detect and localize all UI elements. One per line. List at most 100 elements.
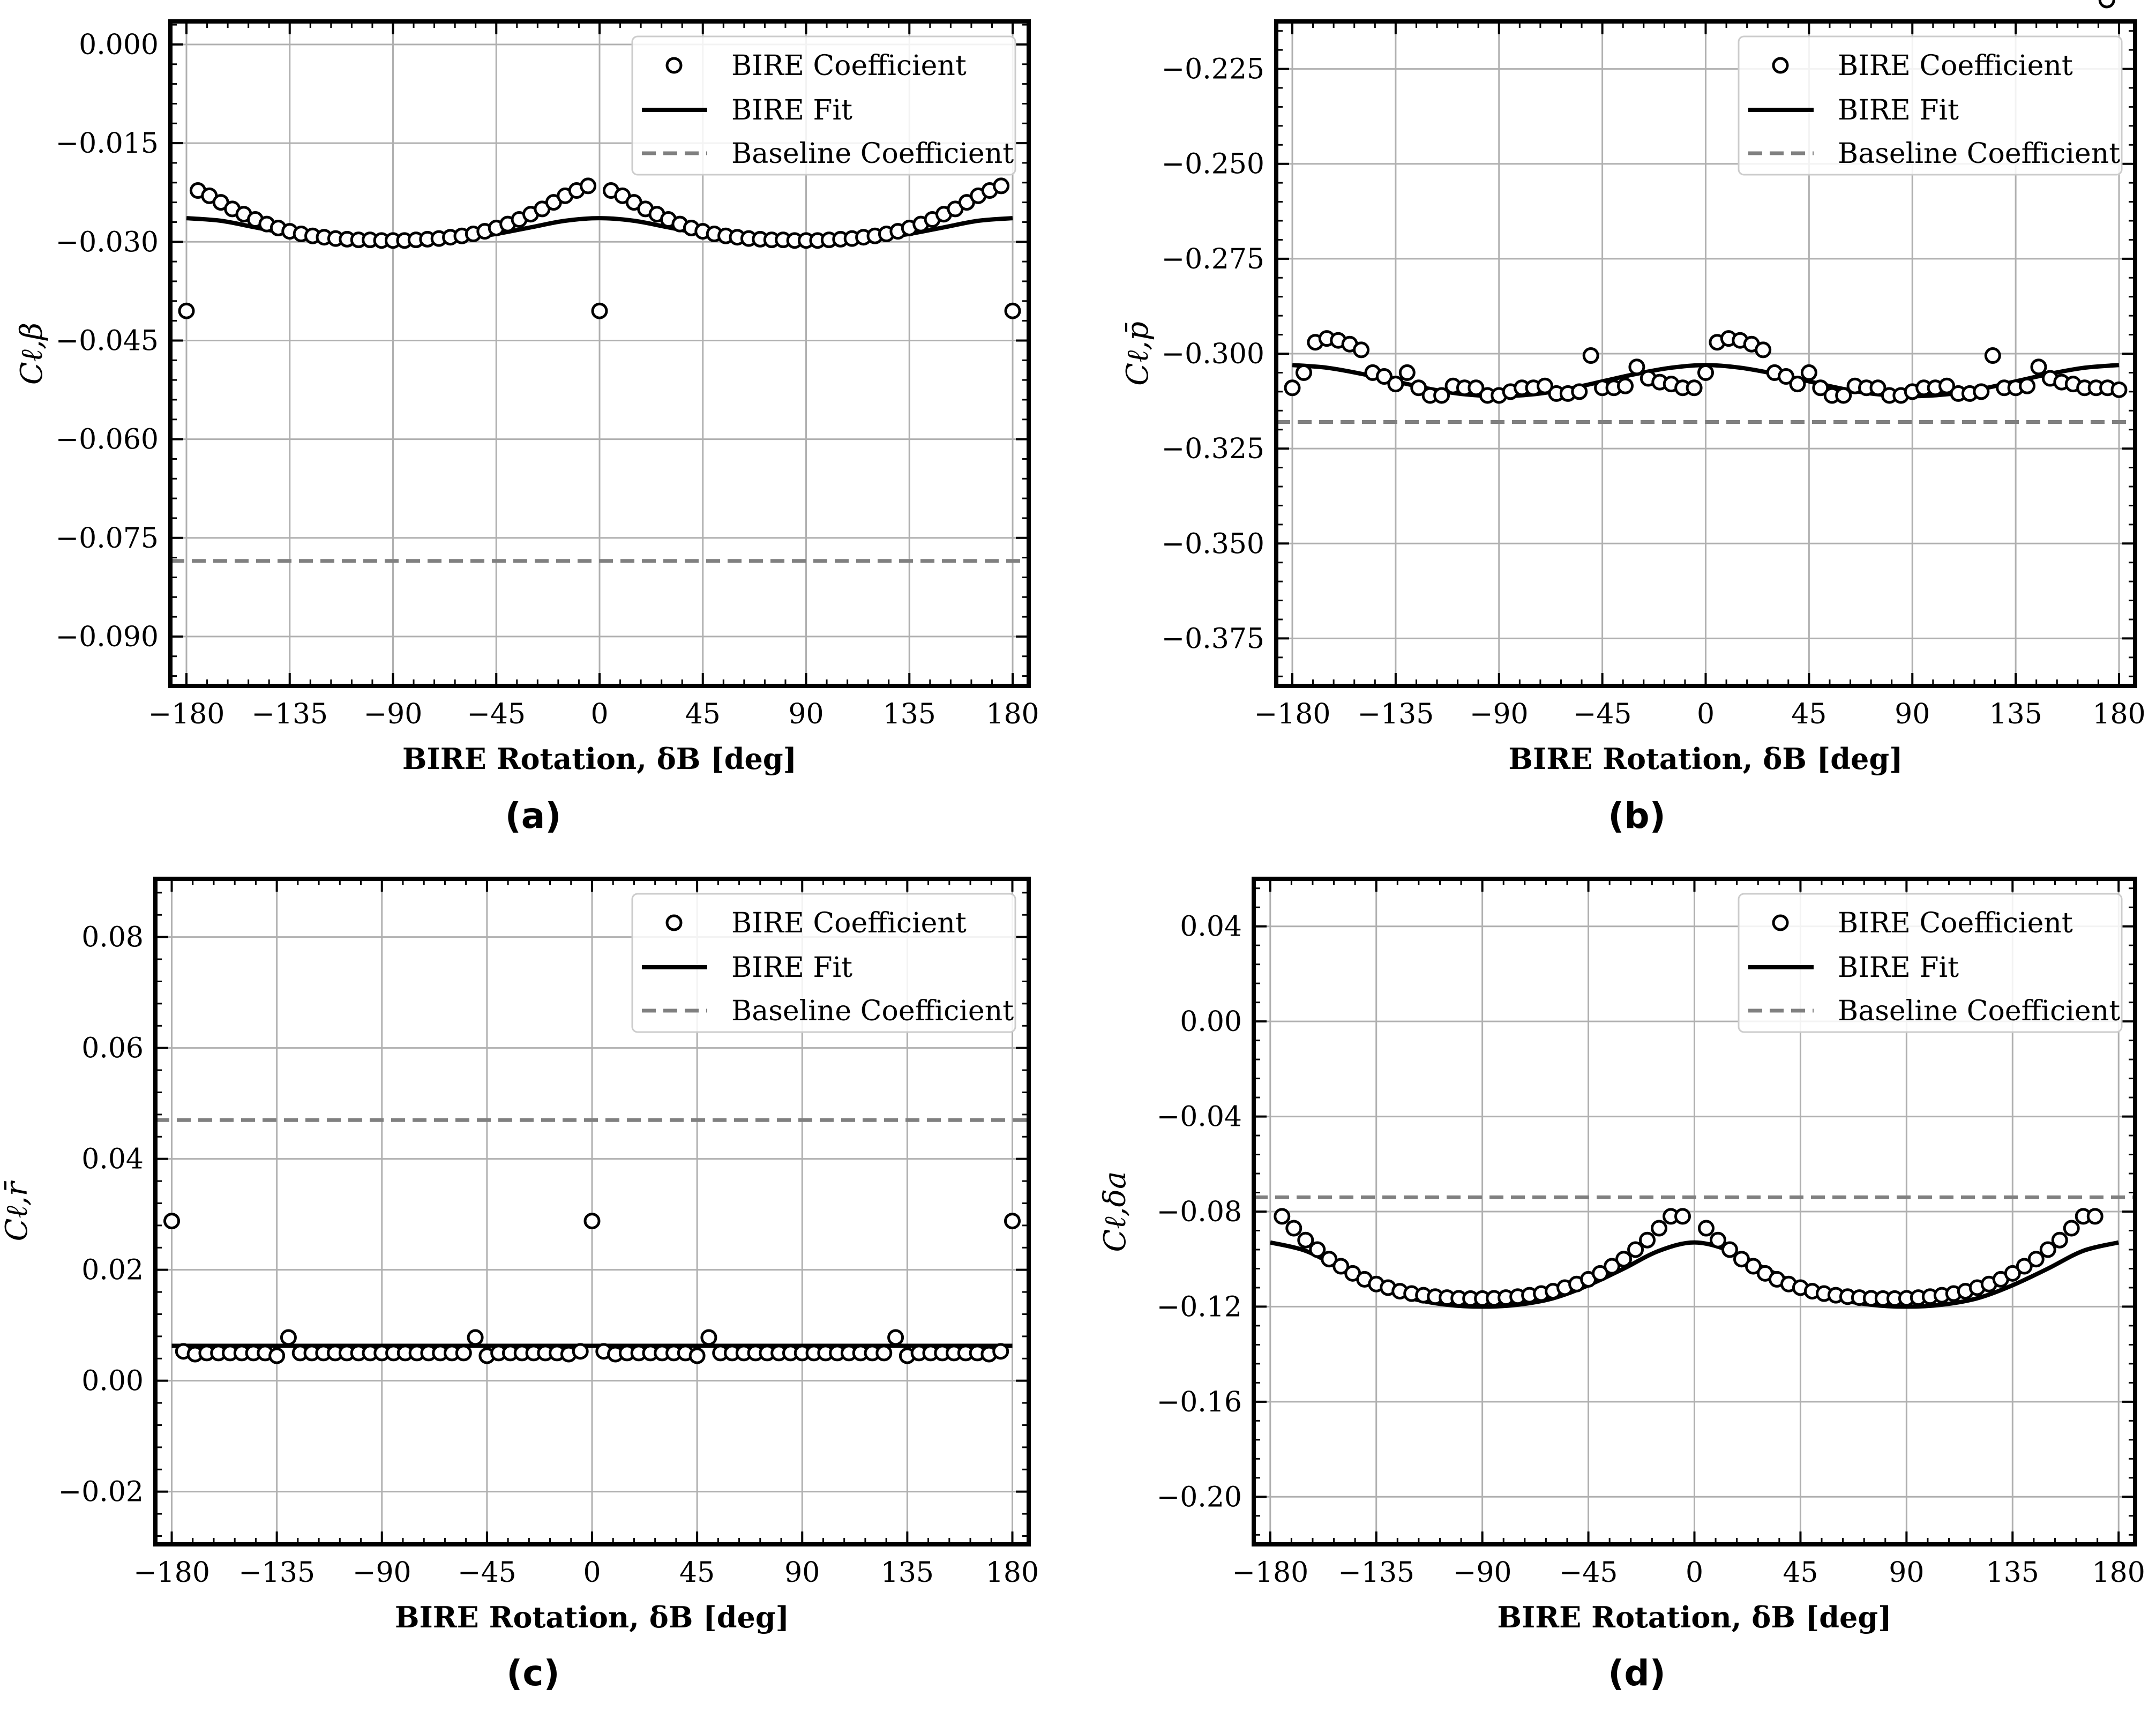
legend: BIRE Coefficient BIRE Fit Baseline Coeffic… xyxy=(1738,893,2123,1033)
data-point xyxy=(1709,1231,1726,1249)
data-point xyxy=(1274,1208,1291,1225)
y-tick-label: −0.16 xyxy=(1157,1386,1242,1418)
legend: BIRE Coefficient BIRE Fit Baseline Coeffic… xyxy=(631,35,1016,176)
x-tick-label: −180 xyxy=(148,698,225,730)
data-point xyxy=(1938,377,1956,394)
data-point xyxy=(2063,1220,2080,1237)
x-tick-label: 0 xyxy=(1697,698,1715,730)
legend-label-baseline: Baseline Coefficient xyxy=(1838,138,2120,170)
y-axis-label: Cℓ,p̄ xyxy=(1120,322,1155,386)
legend-label-coefficient: BIRE Coefficient xyxy=(1838,907,2073,939)
x-tick-label: 135 xyxy=(883,698,936,730)
y-axis-label: Cℓ,r̄ xyxy=(0,1180,34,1241)
data-point xyxy=(2086,1208,2103,1225)
x-tick-label: 135 xyxy=(1986,1557,2039,1589)
x-tick-label: 90 xyxy=(788,698,824,730)
y-tick-label: 0.06 xyxy=(81,1033,144,1065)
legend-marker-coefficient xyxy=(1772,914,1789,931)
data-point xyxy=(1812,379,1829,397)
data-point xyxy=(993,177,1010,195)
x-tick-label: 135 xyxy=(881,1557,934,1589)
panel-label: (b) xyxy=(1608,795,1666,836)
data-point xyxy=(583,1213,601,1230)
x-tick-label: 0 xyxy=(590,698,608,730)
data-point xyxy=(1004,302,1021,319)
x-tick-label: −45 xyxy=(1573,698,1632,730)
legend-label-fit: BIRE Fit xyxy=(731,952,852,984)
x-tick-label: −45 xyxy=(1559,1557,1618,1589)
x-tick-label: −135 xyxy=(1338,1557,1414,1589)
data-point xyxy=(1721,1241,1738,1258)
y-tick-label: −0.090 xyxy=(56,621,159,653)
y-tick-label: 0.00 xyxy=(81,1365,144,1398)
x-tick-label: 180 xyxy=(2092,698,2145,730)
data-point xyxy=(1387,376,1404,393)
data-point xyxy=(580,177,597,195)
data-point xyxy=(1733,1251,1750,1268)
y-tick-label: −0.08 xyxy=(1157,1196,1242,1228)
data-point xyxy=(1295,364,1312,381)
legend-label-fit: BIRE Fit xyxy=(1838,952,1959,984)
chart-panel-1: −180 −135 −90 −45 0 45 90 135 180 0.000 −0.015 −0.0… xyxy=(14,19,1039,836)
y-tick-label: 0.000 xyxy=(79,29,159,61)
data-point xyxy=(1297,1231,1314,1249)
y-tick-label: −0.375 xyxy=(1162,623,1264,655)
x-tick-label: −90 xyxy=(1470,698,1529,730)
plot-frame xyxy=(1274,19,2137,688)
data-point xyxy=(1375,368,1393,385)
legend-label-fit: BIRE Fit xyxy=(1838,94,1959,126)
data-point xyxy=(1592,1265,1609,1282)
x-tick-label: 180 xyxy=(986,1557,1039,1589)
data-point xyxy=(1745,1258,1762,1275)
data-point xyxy=(591,302,608,319)
legend-box xyxy=(631,893,1016,1033)
x-tick-label: 135 xyxy=(1989,698,2042,730)
y-tick-label: 0.04 xyxy=(1180,911,1242,943)
x-tick-label: −135 xyxy=(251,698,328,730)
x-tick-label: 0 xyxy=(583,1557,601,1589)
data-point xyxy=(1410,379,1427,397)
y-tick-label: 0.08 xyxy=(81,922,144,954)
data-point xyxy=(572,1343,589,1360)
y-tick-label: −0.325 xyxy=(1162,433,1264,465)
panel-label: (a) xyxy=(505,795,562,836)
legend-box xyxy=(631,35,1016,176)
y-axis-label: Cℓ,β xyxy=(14,323,49,385)
data-point xyxy=(1628,358,1645,376)
data-point xyxy=(467,1329,484,1346)
y-tick-label: 0.00 xyxy=(1180,1006,1242,1038)
data-point xyxy=(1651,1220,1668,1237)
data-point xyxy=(2039,1241,2056,1258)
data-point xyxy=(178,302,195,319)
data-point xyxy=(1332,1258,1350,1275)
y-tick-label: −0.045 xyxy=(56,325,159,357)
chart-panel-4: −180 −135 −90 −45 0 45 90 135 180 0.04 0.00 −0.04 −0… xyxy=(1098,0,2145,1694)
data-point xyxy=(1789,376,1806,393)
legend-box xyxy=(1738,35,2123,176)
data-point xyxy=(700,1329,717,1346)
x-tick-label: 0 xyxy=(1686,1557,1703,1589)
legend-marker-coefficient xyxy=(665,57,683,74)
data-point xyxy=(1869,379,1886,397)
data-point xyxy=(1639,1231,1656,1249)
x-tick-label: −180 xyxy=(1254,698,1331,730)
y-tick-label: −0.300 xyxy=(1162,338,1264,370)
data-point xyxy=(875,1344,893,1362)
data-point xyxy=(2051,1231,2068,1249)
legend-box xyxy=(1738,893,2123,1033)
data-point xyxy=(1755,341,1772,358)
x-tick-label: −135 xyxy=(1357,698,1434,730)
data-point xyxy=(1582,347,1599,364)
legend: BIRE Coefficient BIRE Fit Baseline Coeffic… xyxy=(1738,35,2123,176)
data-point xyxy=(1285,1220,1302,1237)
x-axis-label: BIRE Rotation, δB [deg] xyxy=(1508,742,1903,776)
panel-label: (d) xyxy=(1608,1653,1666,1694)
data-point xyxy=(2004,1265,2021,1282)
x-tick-label: −45 xyxy=(458,1557,516,1589)
x-tick-label: 180 xyxy=(986,698,1039,730)
y-tick-label: −0.250 xyxy=(1162,148,1264,181)
data-point xyxy=(688,1347,706,1364)
y-tick-label: −0.075 xyxy=(56,522,159,555)
data-point xyxy=(887,1329,904,1346)
